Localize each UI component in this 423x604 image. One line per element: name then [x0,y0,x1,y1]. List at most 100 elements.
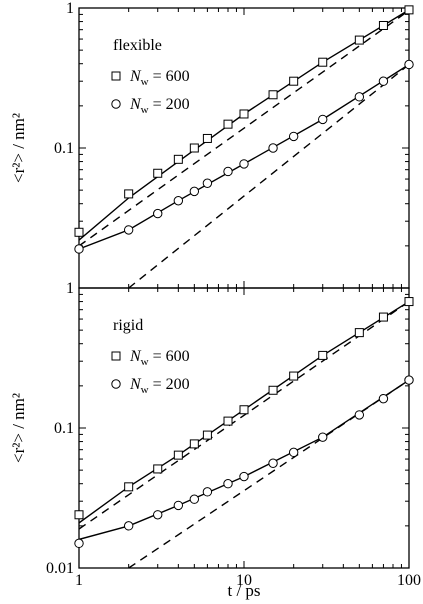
x-tick-label: 10 [236,572,252,589]
data-point-circle [354,410,365,420]
legend-label: Nw = 200 [129,376,190,396]
data-point-circle [123,225,134,235]
data-point-circle [378,393,389,404]
data-point-square [289,371,299,381]
data-point-circle [123,521,134,531]
data-point-circle [318,432,328,442]
data-point-square [268,90,278,100]
data-point-square [223,119,233,129]
data-point-circle [378,76,389,86]
data-point-square [289,76,299,86]
data-point-square [202,133,212,143]
data-point-square [124,189,134,199]
data-point-square [189,439,199,449]
data-point-circle [223,479,233,489]
legend-label-value: = 600 [149,68,190,85]
data-point-square [354,35,364,45]
series-nw600 [74,5,414,237]
y-tick-label: 1 [66,0,74,17]
legend-square-icon [111,351,121,361]
data-point-square [189,143,199,153]
dashed-fit-line [79,301,409,530]
data-point-circle [318,114,328,125]
x-axis-label: t / ps [227,581,260,600]
data-point-circle [239,471,249,482]
data-point-circle [288,131,299,142]
data-point-circle [268,458,278,468]
data-point-circle [268,143,278,153]
data-point-circle [153,510,163,520]
data-point-square [268,385,278,395]
data-point-circle [239,159,249,169]
legend-square-icon [111,71,121,81]
data-point-circle [173,500,184,511]
data-point-circle [153,208,163,219]
legend-label-subscript: w [141,384,149,396]
legend-label-value: = 200 [149,376,190,393]
legend-label-subscript: w [141,76,149,88]
y-tick-label: 0.01 [46,560,74,577]
data-point-square [223,416,233,426]
dashed-fit-line [128,63,409,288]
data-point-square [173,450,183,460]
data-point-square [239,109,249,119]
x-tick-label: 1 [75,572,83,589]
data-point-square [404,5,414,15]
legend-label-value: = 200 [149,96,190,113]
legend-label-main: N [129,96,142,113]
y-axis-label: <r²> / nm² [9,113,28,183]
data-point-circle [202,487,213,497]
legend-label: Nw = 200 [129,96,190,116]
data-point-square [378,20,388,30]
legend-label-subscript: w [141,104,149,116]
dashed-fit-line [79,9,409,247]
data-point-circle [404,59,414,70]
data-point-square [404,297,414,307]
legend-label-value: = 600 [149,348,190,365]
y-axis-label: <r²> / nm² [9,393,28,463]
series-nw600 [74,297,414,520]
data-point-square [74,510,84,520]
data-point-square [318,350,328,360]
data-point-circle [74,538,84,549]
data-point-square [153,168,163,178]
data-point-circle [202,178,213,188]
data-point-square [202,430,212,440]
data-point-circle [288,447,299,458]
data-point-square [239,405,249,415]
legend-label-main: N [129,376,142,393]
legend-label-main: N [129,68,142,85]
data-point-square [354,328,364,338]
data-point-square [124,482,134,492]
series-nw200 [74,375,414,549]
data-point-circle [173,196,184,206]
series-nw200 [74,59,414,254]
dashed-fit-line [128,379,409,568]
x-tick-label: 100 [397,572,421,589]
data-point-square [173,154,183,164]
panel-annotation: flexible [113,37,162,54]
data-point-circle [74,244,84,254]
y-tick-label: 0.1 [54,420,74,437]
data-point-square [318,57,328,67]
data-point-square [153,464,163,474]
data-point-circle [189,494,200,504]
legend-circle-icon [111,379,121,389]
data-point-circle [223,166,233,177]
legend-circle-icon [111,99,121,109]
y-tick-label: 1 [66,280,74,297]
y-tick-label: 0.1 [54,140,74,157]
data-point-circle [404,375,414,385]
panel-annotation: rigid [113,317,143,334]
legend-label-subscript: w [141,356,149,368]
solid-fit-line [79,379,409,541]
data-point-square [378,312,388,322]
legend-label: Nw = 600 [129,68,190,88]
legend-label: Nw = 600 [129,348,190,368]
legend-label-main: N [129,348,142,365]
